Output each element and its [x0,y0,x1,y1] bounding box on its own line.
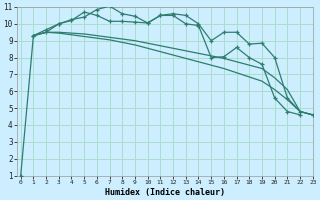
X-axis label: Humidex (Indice chaleur): Humidex (Indice chaleur) [105,188,225,197]
